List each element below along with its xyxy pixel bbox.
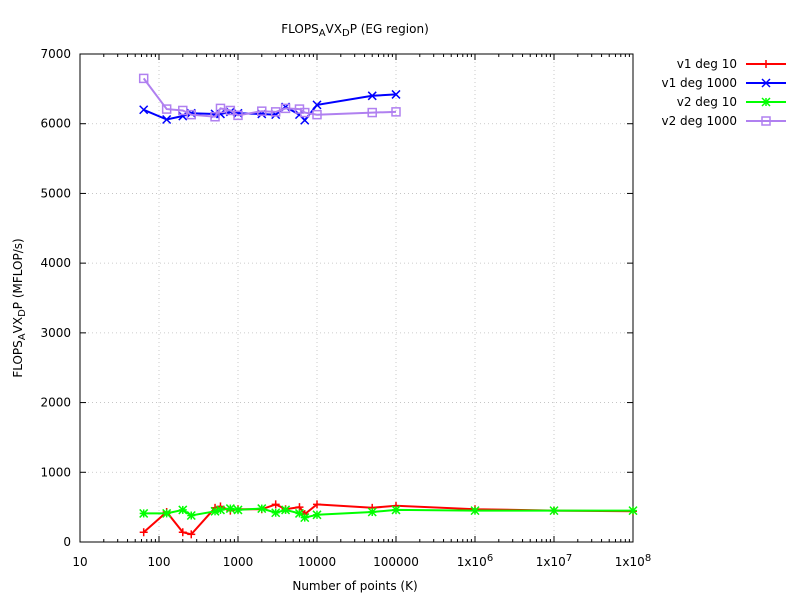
data-point-square xyxy=(300,107,310,118)
series-lines xyxy=(138,73,638,539)
data-point-square xyxy=(391,107,401,117)
data-point-star xyxy=(312,510,322,520)
data-point-square xyxy=(138,73,149,84)
data-point-square xyxy=(225,105,236,116)
x-tick-label: 100000 xyxy=(373,555,419,569)
data-point-x xyxy=(391,89,401,99)
data-point-x xyxy=(761,78,771,88)
y-axis-label: FLOPSAVXDP (MFLOP/s) xyxy=(11,238,28,377)
data-point-star xyxy=(761,97,771,107)
data-point-square xyxy=(270,107,281,117)
y-tick-label: 3000 xyxy=(40,326,71,340)
legend-entry: v2 deg 10 xyxy=(677,95,786,109)
data-point-star xyxy=(225,504,235,514)
data-point-star xyxy=(186,510,196,521)
data-point-star xyxy=(210,506,220,516)
y-tick-label: 2000 xyxy=(40,396,71,410)
y-tick-label: 7000 xyxy=(40,47,71,61)
data-point-star xyxy=(162,508,172,518)
y-tick-label: 6000 xyxy=(40,117,71,131)
y-tick-label: 5000 xyxy=(40,186,71,200)
x-tick-label: 1x107 xyxy=(536,553,572,569)
data-point-square xyxy=(761,116,771,126)
legend-label: v1 deg 10 xyxy=(677,57,737,71)
y-tick-label: 1000 xyxy=(40,465,71,479)
data-point-x xyxy=(178,111,188,121)
data-point-square xyxy=(186,109,197,120)
data-point-star xyxy=(367,507,377,517)
x-axis-label: Number of points (K) xyxy=(292,579,417,593)
data-point-square xyxy=(257,106,267,116)
data-point-star xyxy=(215,505,226,515)
data-point-square xyxy=(233,110,243,121)
data-point-star xyxy=(294,508,305,518)
x-tick-label: 1x108 xyxy=(615,553,651,569)
plot-frame xyxy=(79,53,634,543)
data-point-star xyxy=(300,513,310,523)
data-point-plus xyxy=(139,528,148,537)
series-3 xyxy=(138,73,401,122)
series-2 xyxy=(139,504,638,523)
legend-label: v2 deg 10 xyxy=(677,95,737,109)
legend-entry: v2 deg 1000 xyxy=(661,114,786,128)
data-point-square xyxy=(312,109,322,120)
data-point-x xyxy=(300,115,310,125)
data-point-square xyxy=(210,111,220,122)
data-point-star xyxy=(628,506,638,516)
x-tick-label: 100 xyxy=(148,555,171,569)
x-tick-label: 1x106 xyxy=(457,553,493,569)
data-point-x xyxy=(162,115,172,125)
data-point-x xyxy=(312,100,322,110)
legend: v1 deg 10 v1 deg 1000 v2 deg 10 v2 deg 1000 xyxy=(661,57,786,128)
data-point-square xyxy=(367,107,377,118)
data-point-star xyxy=(257,504,267,514)
legend-label: v2 deg 1000 xyxy=(661,114,737,128)
legend-entry: v1 deg 10 xyxy=(677,57,786,71)
data-point-x xyxy=(233,108,243,118)
data-point-square xyxy=(215,103,226,114)
data-point-star xyxy=(233,505,243,515)
data-point-star xyxy=(139,508,149,518)
x-tick-label: 1000 xyxy=(223,555,254,569)
data-point-star xyxy=(178,505,188,515)
data-point-star xyxy=(271,508,281,518)
data-point-square xyxy=(161,104,172,114)
x-tick-label: 10 xyxy=(72,555,87,569)
data-point-star xyxy=(391,505,401,515)
data-point-plus xyxy=(187,530,196,539)
legend-label: v1 deg 1000 xyxy=(661,76,737,90)
data-point-star xyxy=(470,506,480,516)
data-point-star xyxy=(549,506,559,516)
data-point-plus xyxy=(271,500,280,509)
y-tick-label: 0 xyxy=(63,535,71,549)
chart-title: FLOPSAVXDP (EG region) xyxy=(281,22,429,39)
data-point-plus xyxy=(313,500,321,509)
data-point-plus xyxy=(178,528,187,537)
grid-lines xyxy=(80,54,633,542)
data-point-square xyxy=(280,103,291,114)
x-tick-label: 10000 xyxy=(298,555,336,569)
axis-ticks: 0 1000 2000 3000 4000 5000 6000 7000 10 100 1000 10… xyxy=(40,47,651,569)
data-point-x xyxy=(139,105,149,115)
data-point-plus xyxy=(762,60,770,68)
data-point-x xyxy=(367,91,377,101)
legend-entry: v1 deg 1000 xyxy=(661,76,786,90)
series-0 xyxy=(139,500,637,539)
y-tick-label: 4000 xyxy=(40,256,71,270)
data-point-star xyxy=(281,505,291,515)
